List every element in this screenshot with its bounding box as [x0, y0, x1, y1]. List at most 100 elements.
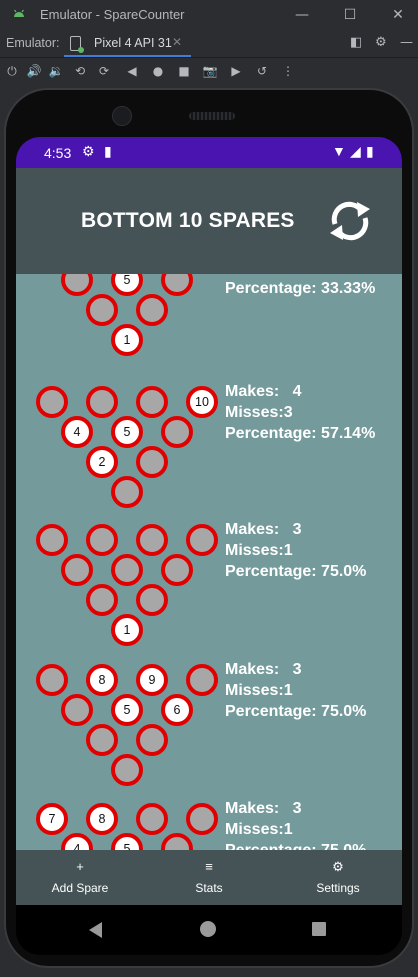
android-icon [14, 9, 24, 17]
pin-standing: 2 [86, 446, 118, 478]
pin-down [136, 446, 168, 478]
rotate-left-icon[interactable]: ⟲ [74, 64, 86, 78]
spare-stat-line: Percentage: 75.0% [225, 563, 367, 580]
speaker-grille [189, 112, 235, 120]
pin-standing: 7 [36, 803, 68, 835]
spare-stat-line: Percentage: 75.0% [225, 842, 366, 850]
power-icon[interactable]: ⏻ [7, 64, 17, 78]
pin-down [136, 584, 168, 616]
pin-number: 4 [73, 425, 81, 439]
gear-icon[interactable]: ⚙ [375, 35, 387, 50]
pin-down [186, 803, 218, 835]
plus-icon: + [76, 859, 84, 874]
spare-card[interactable]: 10 4 5 2 Makes: 4 Misses:3 Percentage: 57.14% [16, 382, 402, 522]
nav-add-spare[interactable]: + Add Spare [16, 850, 144, 905]
nav-stats[interactable]: ≡ Stats [145, 850, 273, 905]
pin-down [36, 524, 68, 556]
camera-icon[interactable]: 📷 [202, 64, 218, 78]
camera-icon [112, 106, 132, 126]
gear-icon: ⚙ [332, 859, 344, 874]
pin-number: 7 [48, 812, 56, 826]
layout-icon[interactable]: ◧ [350, 35, 363, 50]
spare-stat-line: Misses:10 [225, 274, 302, 278]
pin-down [61, 274, 93, 296]
minimize-button[interactable]: — [295, 7, 309, 23]
pin-down [111, 754, 143, 786]
pin-number: 5 [123, 425, 131, 439]
spares-list[interactable]: 5 1 Misses:10 Percentage: 33.33% 10 4 5 2 Makes:… [16, 274, 402, 850]
pin-standing: 9 [136, 664, 168, 696]
spare-stat-line: Misses:1 [225, 682, 293, 699]
window-title: Emulator - SpareCounter [40, 7, 185, 22]
maximize-button[interactable]: ☐ [343, 7, 357, 23]
close-window-button[interactable]: ✕ [392, 7, 404, 23]
wifi-icon: ▼ [332, 143, 346, 159]
spare-stat-line: Percentage: 75.0% [225, 703, 367, 720]
refresh-icon[interactable] [326, 194, 374, 248]
pin-standing: 1 [111, 614, 143, 646]
tab-close-icon[interactable]: ✕ [172, 35, 183, 49]
status-bar: 4:53 ⚙ ▮ ▼ ◢ ▮ [16, 137, 402, 168]
spare-card[interactable]: 5 1 Misses:10 Percentage: 33.33% [16, 274, 402, 400]
recents-square-icon[interactable] [312, 922, 326, 936]
back-triangle-icon[interactable] [89, 922, 102, 938]
emulator-tabbar: Emulator: Pixel 4 API 31 ✕ ◧ ⚙ — [0, 30, 418, 58]
page-title: BOTTOM 10 SPARES [81, 209, 295, 232]
pin-standing: 6 [161, 694, 193, 726]
emulator-label: Emulator: [6, 36, 60, 50]
status-time: 4:53 [44, 145, 72, 161]
pin-down [186, 524, 218, 556]
pin-down [111, 476, 143, 508]
pin-down [86, 584, 118, 616]
snapshot-icon[interactable]: ↺ [256, 64, 268, 78]
pin-down [161, 416, 193, 448]
pin-down [186, 664, 218, 696]
pin-down [136, 386, 168, 418]
spare-stat-line: Misses:1 [225, 821, 293, 838]
signal-icon: ◢ [350, 143, 361, 159]
pin-standing: 4 [61, 833, 93, 850]
pin-down [86, 386, 118, 418]
pin-number: 8 [98, 673, 106, 687]
back-icon[interactable]: ◀ [127, 64, 137, 78]
pin-down [136, 803, 168, 835]
home-icon[interactable]: ● [152, 64, 164, 78]
pin-down [136, 724, 168, 756]
pin-down [111, 554, 143, 586]
tab-pixel-4[interactable]: Pixel 4 API 31 ✕ [64, 30, 191, 57]
spare-card[interactable]: 8 9 5 6 Makes: 3 Misses:1 Percentage: 75.0% [16, 660, 402, 800]
pin-number: 5 [123, 842, 131, 850]
overview-icon[interactable]: ■ [178, 64, 190, 78]
nav-label: Add Spare [51, 881, 109, 895]
spare-stat-line: Percentage: 57.14% [225, 425, 376, 442]
pin-down [86, 724, 118, 756]
pin-standing: 5 [111, 274, 143, 296]
video-icon[interactable]: ▶ [231, 64, 241, 78]
pin-down [136, 294, 168, 326]
volume-up-icon[interactable]: 🔊 [26, 64, 42, 78]
pin-standing: 1 [111, 324, 143, 356]
nav-settings[interactable]: ⚙ Settings [274, 850, 402, 905]
volume-down-icon[interactable]: 🔉 [48, 64, 64, 78]
nav-label: Stats [195, 881, 223, 895]
home-circle-icon[interactable] [200, 921, 216, 937]
pin-standing: 8 [86, 803, 118, 835]
pin-number: 5 [123, 274, 131, 287]
rotate-right-icon[interactable]: ⟳ [98, 64, 110, 78]
pin-down [36, 386, 68, 418]
spare-card[interactable]: 1 Makes: 3 Misses:1 Percentage: 75.0% [16, 520, 402, 660]
nav-label: Settings [316, 881, 360, 895]
emulator-toolbar: ⏻ 🔊 🔉 ⟲ ⟳ ◀ ● ■ 📷 ▶ ↺ ⋮ [0, 58, 418, 84]
more-icon[interactable]: ⋮ [282, 64, 294, 78]
spare-stat-line: Makes: 3 [225, 521, 302, 538]
system-nav-bar [16, 905, 402, 955]
device-icon [70, 36, 84, 53]
tab-label: Pixel 4 API 31 [94, 36, 172, 50]
pin-down [161, 274, 193, 296]
minimize-panel-icon[interactable]: — [400, 35, 413, 50]
pin-number: 6 [173, 703, 181, 717]
pin-down [86, 524, 118, 556]
spare-card[interactable]: 7 8 4 5 Makes: 3 Misses:1 Percentage: 75.0% [16, 799, 402, 850]
spare-stat-line: Makes: 3 [225, 800, 302, 817]
pin-down [36, 664, 68, 696]
